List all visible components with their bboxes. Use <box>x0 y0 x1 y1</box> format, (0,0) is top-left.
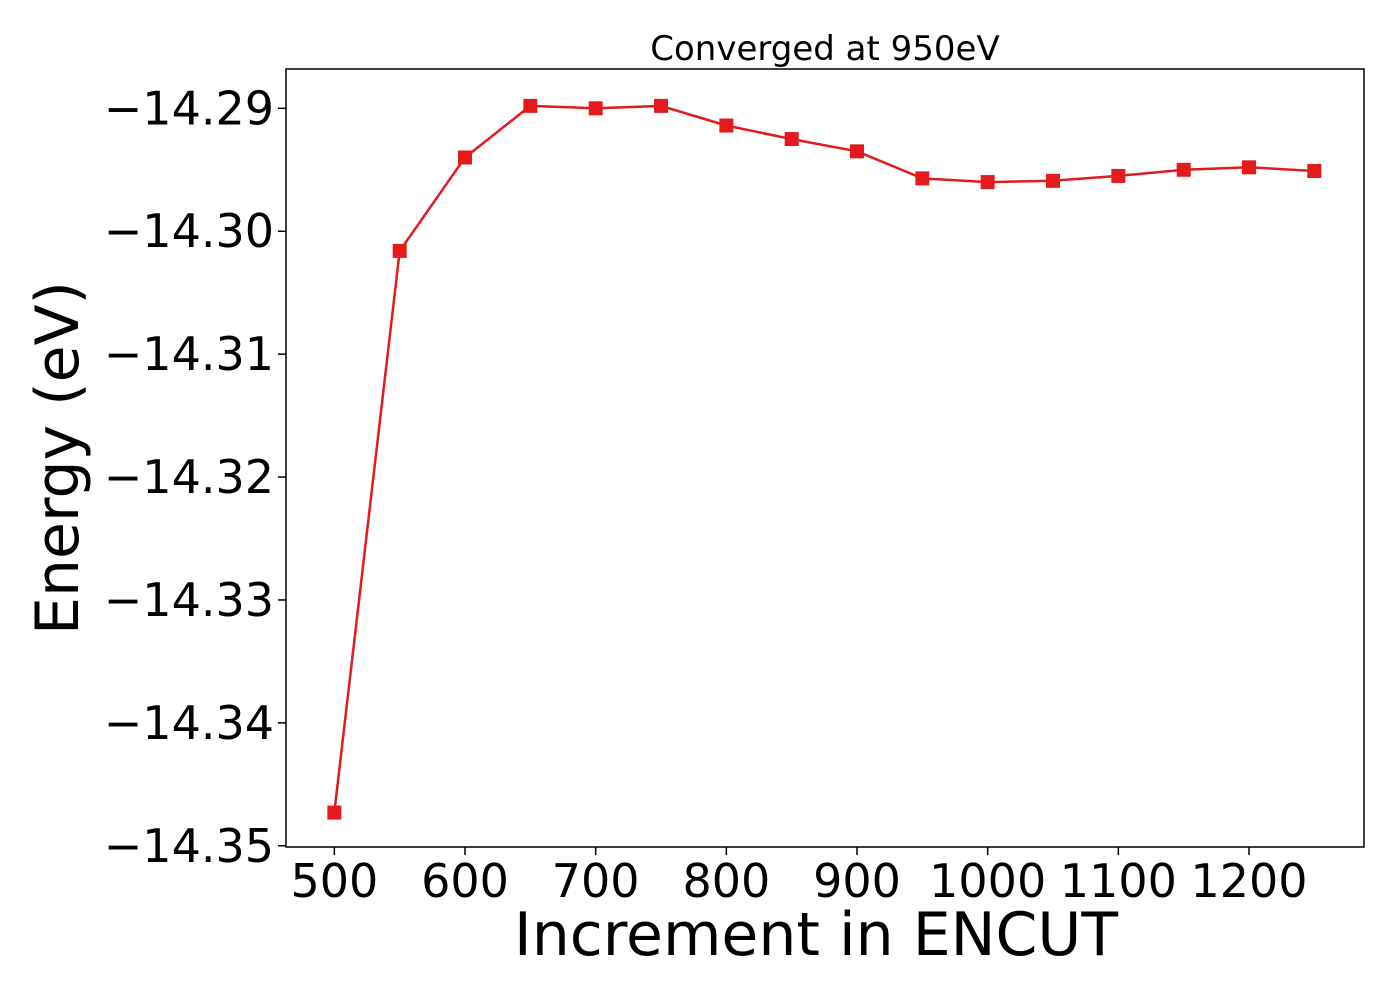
series-line <box>333 104 1315 813</box>
y-axis: −14.29 −14.30 −14.31 −14.32 −14.33 −14.34 −14.… <box>104 81 286 873</box>
x-tick-label: 1100 <box>1060 854 1177 908</box>
y-tick-label: −14.33 <box>104 573 274 627</box>
y-tick-label: −14.32 <box>104 450 274 504</box>
data-point-marker <box>327 805 342 820</box>
data-point-marker <box>392 243 407 258</box>
data-point-marker <box>719 118 734 133</box>
x-tick-label: 1000 <box>929 854 1046 908</box>
data-point-marker <box>1307 164 1322 179</box>
y-tick-label: −14.30 <box>104 204 274 258</box>
chart-title: Converged at 950eV <box>650 29 999 69</box>
y-tick-label: −14.31 <box>104 327 274 381</box>
data-point-marker <box>523 98 538 113</box>
data-point-marker <box>1176 162 1191 177</box>
x-tick-label: 600 <box>421 854 509 908</box>
data-point-marker <box>915 171 930 186</box>
y-axis-title: Energy (eV) <box>23 281 93 635</box>
x-tick-label: 700 <box>552 854 640 908</box>
data-point-marker <box>1242 160 1257 175</box>
data-point-marker <box>1046 173 1061 188</box>
plot-frame <box>285 68 1365 848</box>
data-point-marker <box>588 101 603 116</box>
data-point-marker <box>850 144 865 159</box>
x-tick-label: 1200 <box>1190 854 1307 908</box>
x-tick-label: 900 <box>813 854 901 908</box>
data-point-marker <box>654 98 669 113</box>
data-point-marker <box>1111 168 1126 183</box>
y-tick-label: −14.35 <box>104 819 274 873</box>
series-markers <box>327 98 1322 820</box>
x-tick-label: 500 <box>290 854 378 908</box>
y-tick-label: −14.29 <box>104 81 274 135</box>
data-point-marker <box>980 175 995 190</box>
x-axis: 500 600 700 800 900 1000 1100 1200 <box>290 847 1308 908</box>
x-axis-title: Increment in ENCUT <box>514 900 1118 970</box>
data-point-marker <box>784 132 799 147</box>
x-tick-label: 800 <box>682 854 770 908</box>
y-tick-label: −14.34 <box>104 696 274 750</box>
data-point-marker <box>458 150 473 165</box>
